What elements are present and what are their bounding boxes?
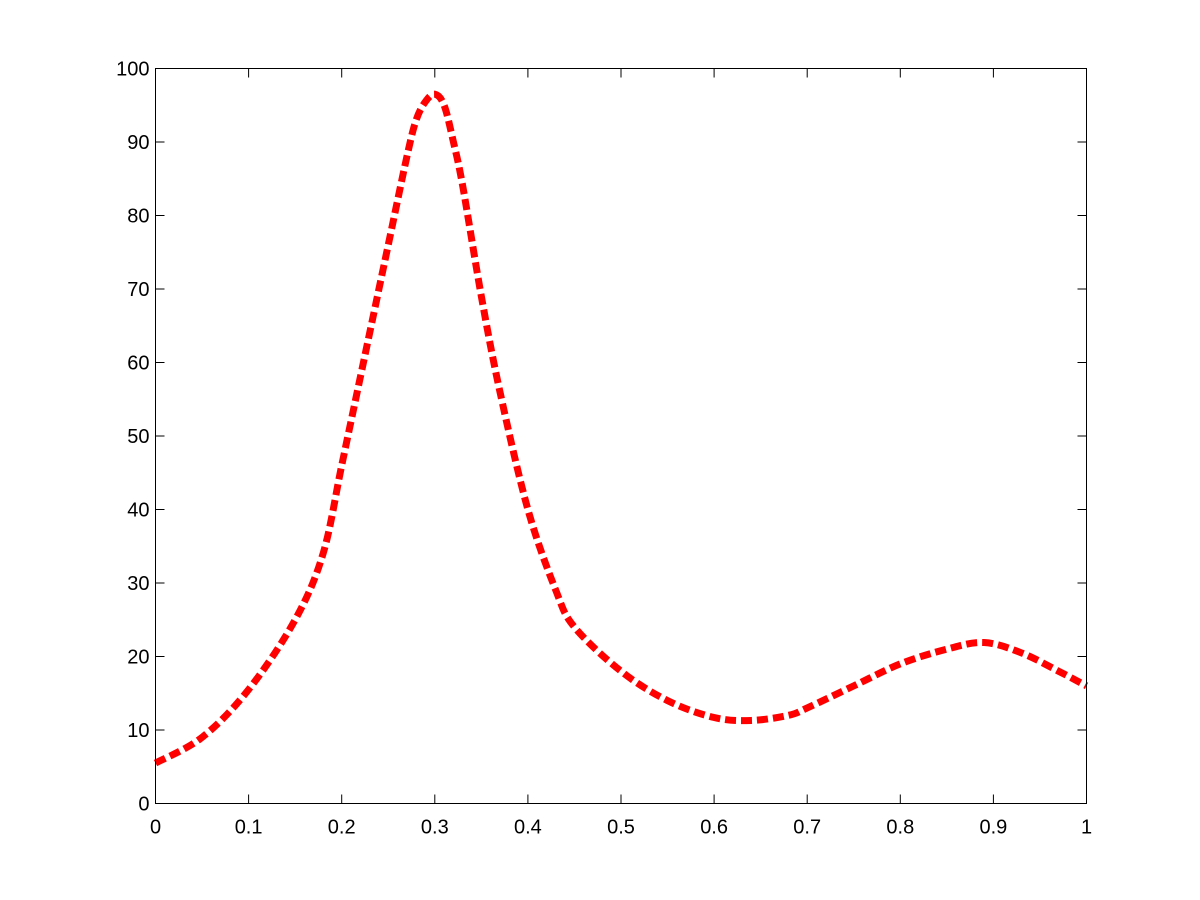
axis-tick-labels: 0 0.1 0.2 0.3 0.4 0.5 0.6 0.7 0.8 0.9 101020304050… <box>116 59 1092 839</box>
x-tick-label: 0.1 <box>235 817 263 839</box>
y-tick-label: 80 <box>127 206 149 228</box>
series-line <box>153 90 1089 767</box>
x-tick-label: 0.8 <box>886 817 914 839</box>
series-layer <box>153 90 1089 767</box>
y-tick-label: 60 <box>127 353 149 375</box>
y-tick-label: 70 <box>127 279 149 301</box>
x-tick-label: 0.7 <box>793 817 821 839</box>
plot-frame <box>155 68 1087 804</box>
y-tick-label: 90 <box>127 132 149 154</box>
x-tick-label: 0.4 <box>514 817 542 839</box>
y-tick-label: 10 <box>127 720 149 742</box>
y-tick-label: 30 <box>127 573 149 595</box>
x-tick-label: 1 <box>1081 817 1092 839</box>
x-tick-label: 0.3 <box>421 817 449 839</box>
y-tick-label: 40 <box>127 500 149 522</box>
x-tick-label: 0.6 <box>700 817 728 839</box>
x-tick-label: 0.2 <box>328 817 356 839</box>
y-tick-label: 100 <box>116 59 149 81</box>
y-tick-label: 50 <box>127 426 149 448</box>
y-tick-label: 0 <box>138 794 149 816</box>
x-tick-label: 0.9 <box>979 817 1007 839</box>
x-tick-label: 0 <box>150 817 161 839</box>
x-tick-label: 0.5 <box>607 817 635 839</box>
y-tick-label: 20 <box>127 647 149 669</box>
